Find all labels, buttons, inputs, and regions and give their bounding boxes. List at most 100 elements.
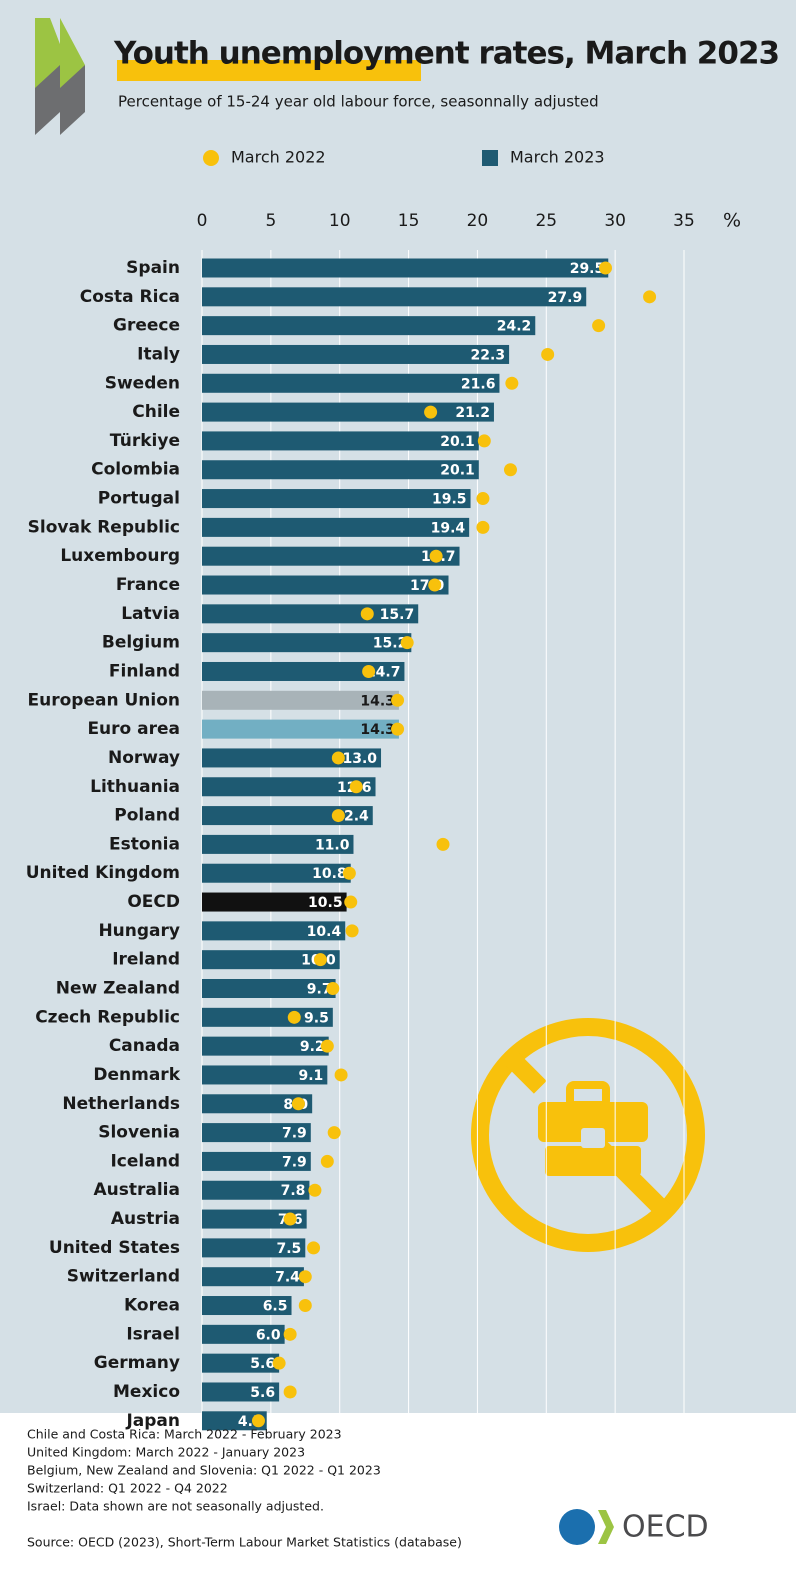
value-label: 20.1 [440, 463, 475, 479]
bar [202, 892, 347, 912]
bar [202, 546, 460, 566]
dot [400, 636, 414, 650]
dot [391, 693, 405, 707]
x-tick-label: 5 [265, 211, 276, 231]
category-label: European Union [28, 690, 181, 710]
category-label: Slovenia [98, 1123, 180, 1143]
value-label: 7.4 [275, 1270, 300, 1286]
category-label: Iceland [110, 1151, 180, 1171]
dot [391, 722, 405, 736]
category-label: Spain [126, 258, 180, 278]
dot [541, 347, 555, 361]
dot [298, 1270, 312, 1284]
dot [307, 1241, 321, 1255]
note: Chile and Costa Rica: March 2022 - Febru… [27, 1427, 342, 1442]
category-label: Colombia [91, 460, 180, 480]
axis-unit: % [723, 210, 741, 232]
bar [202, 489, 471, 509]
dot [320, 1039, 334, 1053]
dot [313, 953, 327, 967]
value-label: 15.2 [373, 636, 408, 652]
dot [344, 895, 358, 909]
source: Source: OECD (2023), Short-Term Labour M… [27, 1535, 462, 1550]
category-label: United Kingdom [26, 863, 180, 883]
chart-title: Youth unemployment rates, March 2023 [113, 36, 779, 72]
category-label: Germany [94, 1353, 180, 1373]
value-label: 9.7 [307, 982, 332, 998]
value-label: 14.3 [360, 722, 395, 738]
category-label: Australia [94, 1180, 181, 1200]
bar [202, 258, 609, 278]
value-label: 5.6 [250, 1385, 275, 1401]
x-tick-label: 0 [197, 211, 208, 231]
category-label: Slovak Republic [28, 517, 180, 537]
bar [202, 806, 373, 826]
category-label: Israel [126, 1324, 180, 1344]
value-label: 7.9 [282, 1154, 307, 1170]
category-label: OECD [127, 892, 180, 912]
bar [202, 1094, 313, 1114]
category-label: Luxembourg [60, 546, 180, 566]
category-label: Latvia [121, 604, 180, 624]
dot [428, 578, 442, 592]
category-label: Estonia [109, 834, 180, 854]
logo-chevron [598, 1510, 614, 1544]
dot [477, 434, 491, 448]
value-label: 11.0 [315, 837, 350, 853]
category-label: Costa Rica [80, 287, 180, 307]
chart-subtitle: Percentage of 15-24 year old labour forc… [118, 93, 599, 111]
legend-label: March 2022 [231, 148, 326, 167]
dot [505, 376, 519, 390]
category-label: Italy [137, 344, 180, 364]
dot [592, 319, 606, 333]
category-label: Chile [132, 402, 180, 422]
category-label: Greece [113, 316, 180, 336]
bar [202, 1238, 306, 1258]
value-label: 7.5 [276, 1241, 301, 1257]
icon-bag-top [538, 1102, 648, 1142]
bar [202, 979, 336, 998]
category-label: Mexico [113, 1382, 180, 1402]
category-label: Türkiye [110, 431, 180, 451]
dot [345, 924, 359, 938]
value-label: 19.5 [432, 492, 467, 508]
legend-marker [482, 150, 498, 166]
bar [202, 1267, 304, 1287]
x-tick-label: 35 [673, 211, 695, 231]
bar [202, 402, 494, 422]
bar [202, 690, 399, 710]
category-label: Euro area [87, 719, 180, 739]
dot [287, 1010, 301, 1024]
dot [643, 290, 657, 304]
value-label: 15.7 [380, 607, 415, 623]
category-label: France [116, 575, 180, 595]
bar [202, 1036, 329, 1056]
bar [202, 1324, 285, 1344]
legend-marker [203, 150, 219, 166]
bar [202, 431, 479, 451]
category-label: Poland [114, 806, 180, 826]
x-tick-label: 10 [329, 211, 351, 231]
value-label: 7.8 [281, 1183, 306, 1199]
value-label: 9.2 [300, 1039, 325, 1055]
dot [362, 664, 376, 678]
dot [429, 549, 443, 563]
note: Belgium, New Zealand and Slovenia: Q1 20… [27, 1463, 381, 1478]
value-label: 20.1 [440, 434, 475, 450]
value-label: 13.0 [342, 751, 377, 767]
title-highlight [117, 60, 421, 81]
logo-globe [559, 1509, 595, 1545]
value-label: 14.3 [360, 693, 395, 709]
value-label: 10.4 [307, 924, 342, 940]
dot [436, 837, 450, 851]
dot [342, 866, 356, 880]
dot [251, 1414, 265, 1428]
bar [202, 1209, 307, 1229]
category-label: Hungary [98, 921, 180, 941]
bar [202, 1151, 311, 1171]
value-label: 22.3 [471, 347, 506, 363]
x-tick-label: 25 [535, 211, 557, 231]
category-label: Portugal [98, 489, 180, 509]
dot [283, 1212, 297, 1226]
category-label: Canada [109, 1036, 180, 1056]
